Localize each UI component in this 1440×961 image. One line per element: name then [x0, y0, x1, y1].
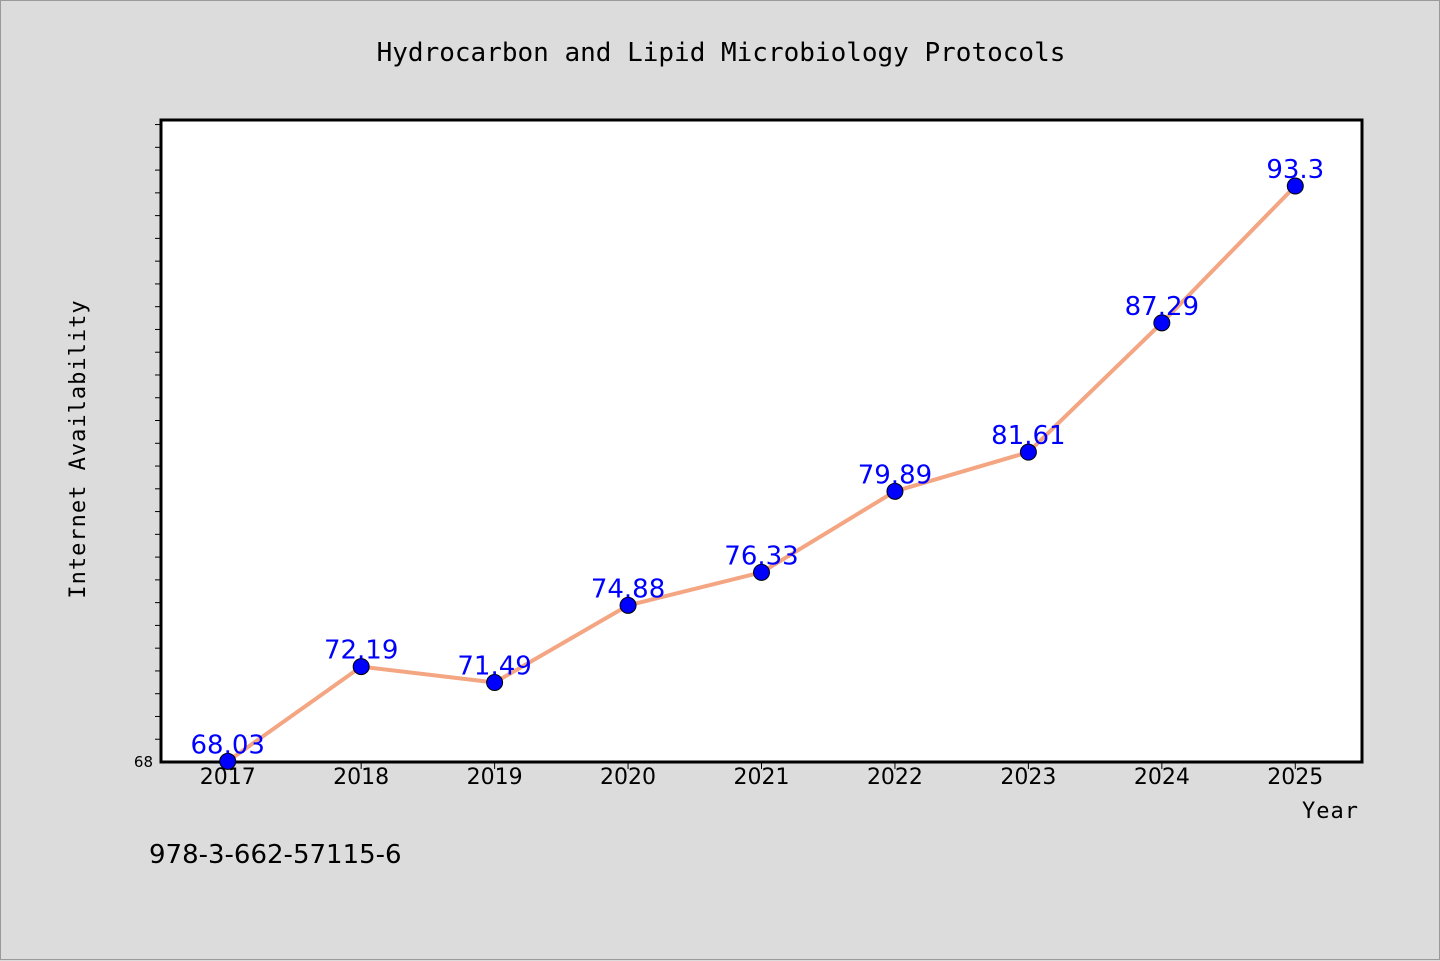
plot-area	[159, 118, 1364, 764]
data-label: 72.19	[324, 636, 398, 666]
y-tick-label: 68	[134, 753, 153, 771]
chart-title: Hydrocarbon and Lipid Microbiology Proto…	[377, 38, 1066, 68]
x-tick-label: 2024	[1134, 765, 1190, 790]
data-label: 79.89	[858, 460, 932, 490]
y-axis-ticks	[155, 124, 161, 740]
data-point	[1153, 314, 1171, 332]
data-label: 93.3	[1266, 155, 1324, 185]
data-label: 87.29	[1125, 292, 1199, 322]
x-tick-label: 2023	[1000, 765, 1056, 790]
x-axis-label: Year	[1302, 799, 1359, 824]
data-point	[886, 482, 904, 500]
data-label: 74.88	[591, 574, 665, 604]
footnote-isbn: 978-3-662-57115-6	[149, 840, 402, 870]
x-tick-label: 2018	[333, 765, 389, 790]
data-label: 68.03	[191, 730, 265, 760]
x-tick-label: 2022	[867, 765, 923, 790]
data-label: 76.33	[724, 541, 798, 571]
series-layer: 68.03 72.19 71.49 74.88 76.33 79.89 81.61 87.29…	[191, 155, 1324, 770]
x-tick-label: 2025	[1267, 765, 1323, 790]
data-point	[486, 674, 504, 692]
data-label: 81.61	[991, 421, 1065, 451]
y-axis-label: Internet Availability	[66, 299, 91, 598]
data-point	[219, 752, 237, 770]
data-point	[352, 658, 370, 676]
data-point	[619, 596, 637, 614]
data-point	[1019, 443, 1037, 461]
data-point	[1286, 177, 1304, 195]
data-label: 71.49	[457, 652, 531, 682]
x-tick-label: 2020	[600, 765, 656, 790]
x-tick-label: 2019	[467, 765, 523, 790]
x-tick-label: 2021	[734, 765, 790, 790]
data-point	[753, 563, 770, 581]
